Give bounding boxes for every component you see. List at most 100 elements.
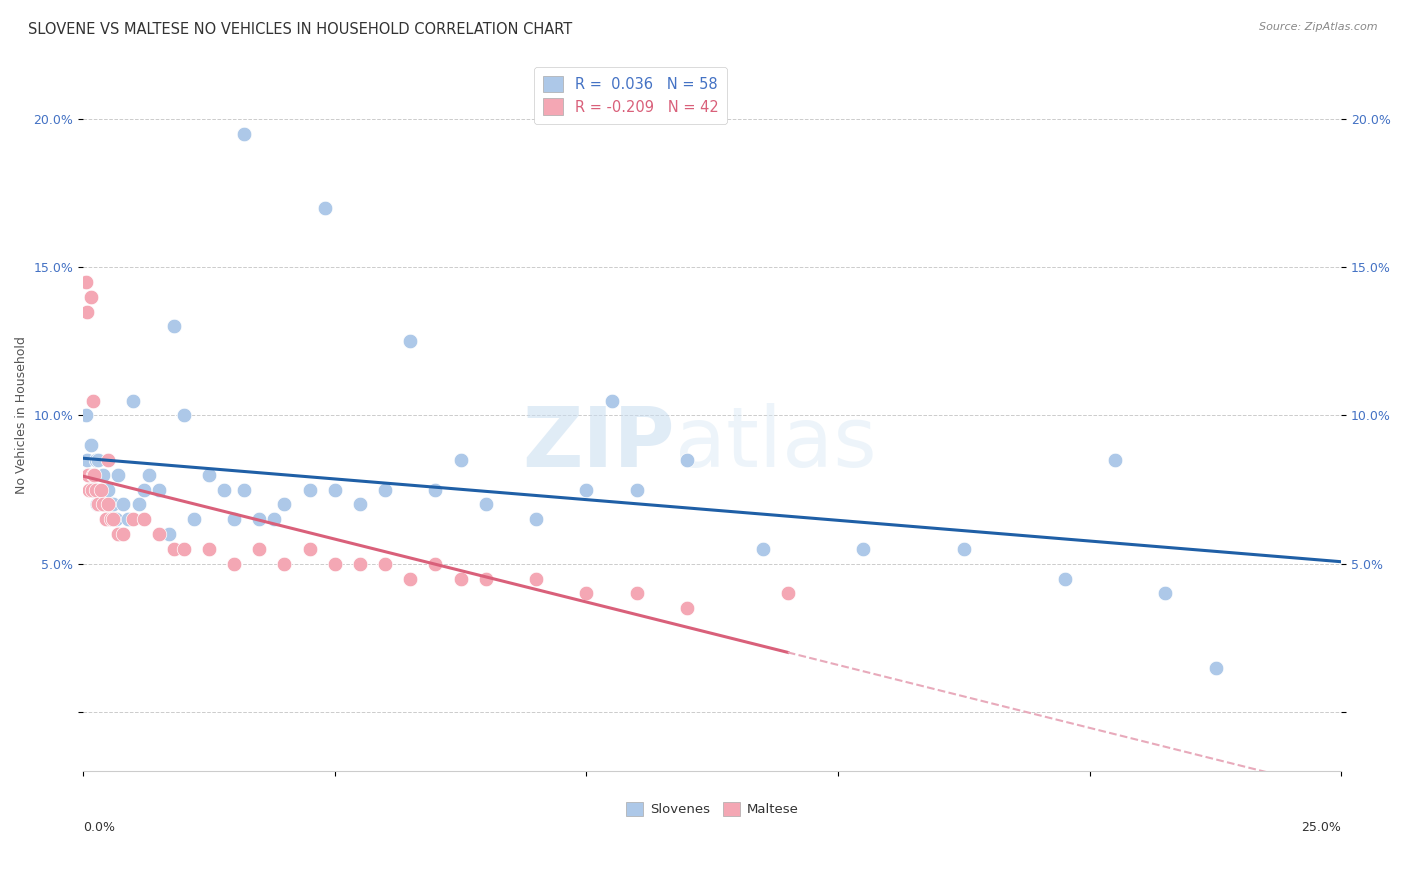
- Point: [450, 453, 472, 467]
- Point: [212, 483, 235, 497]
- Point: [575, 586, 598, 600]
- Point: [1205, 660, 1227, 674]
- Point: [122, 512, 145, 526]
- Point: [224, 512, 246, 526]
- Point: [82, 483, 104, 497]
- Point: [112, 497, 135, 511]
- Point: [273, 497, 295, 511]
- Point: [323, 483, 346, 497]
- Point: [75, 275, 97, 289]
- Text: ZIP: ZIP: [522, 403, 675, 484]
- Point: [524, 512, 547, 526]
- Point: [83, 467, 105, 482]
- Text: SLOVENE VS MALTESE NO VEHICLES IN HOUSEHOLD CORRELATION CHART: SLOVENE VS MALTESE NO VEHICLES IN HOUSEH…: [28, 22, 572, 37]
- Point: [103, 497, 125, 511]
- Point: [173, 409, 195, 423]
- Point: [77, 467, 100, 482]
- Point: [77, 483, 100, 497]
- Point: [425, 483, 447, 497]
- Point: [97, 497, 120, 511]
- Point: [97, 483, 120, 497]
- Point: [233, 483, 256, 497]
- Point: [1154, 586, 1177, 600]
- Point: [82, 467, 104, 482]
- Point: [374, 557, 396, 571]
- Point: [75, 409, 97, 423]
- Point: [247, 512, 270, 526]
- Y-axis label: No Vehicles in Household: No Vehicles in Household: [15, 336, 28, 494]
- Point: [97, 453, 120, 467]
- Point: [163, 319, 186, 334]
- Point: [77, 467, 100, 482]
- Point: [82, 467, 104, 482]
- Point: [82, 393, 104, 408]
- Point: [273, 557, 295, 571]
- Point: [450, 572, 472, 586]
- Point: [82, 483, 104, 497]
- Point: [600, 393, 623, 408]
- Point: [183, 512, 205, 526]
- Point: [90, 497, 112, 511]
- Point: [94, 512, 117, 526]
- Text: 0.0%: 0.0%: [83, 822, 115, 834]
- Point: [117, 512, 139, 526]
- Point: [112, 527, 135, 541]
- Point: [198, 541, 221, 556]
- Point: [626, 586, 648, 600]
- Point: [107, 527, 129, 541]
- Point: [323, 557, 346, 571]
- Point: [475, 497, 498, 511]
- Point: [399, 334, 422, 349]
- Point: [138, 467, 160, 482]
- Point: [751, 541, 773, 556]
- Point: [100, 512, 122, 526]
- Point: [676, 601, 699, 615]
- Point: [87, 453, 110, 467]
- Point: [173, 541, 195, 556]
- Point: [90, 483, 112, 497]
- Point: [399, 572, 422, 586]
- Point: [128, 497, 150, 511]
- Point: [94, 483, 117, 497]
- Point: [80, 290, 103, 304]
- Point: [83, 483, 105, 497]
- Point: [91, 467, 114, 482]
- Point: [676, 453, 699, 467]
- Point: [524, 572, 547, 586]
- Point: [84, 453, 107, 467]
- Point: [157, 527, 180, 541]
- Text: atlas: atlas: [675, 403, 876, 484]
- Point: [76, 453, 98, 467]
- Point: [122, 393, 145, 408]
- Point: [626, 483, 648, 497]
- Text: 25.0%: 25.0%: [1302, 822, 1341, 834]
- Point: [132, 512, 155, 526]
- Point: [148, 527, 170, 541]
- Point: [298, 541, 321, 556]
- Point: [1104, 453, 1126, 467]
- Point: [198, 467, 221, 482]
- Point: [76, 304, 98, 318]
- Point: [314, 201, 336, 215]
- Legend: Slovenes, Maltese: Slovenes, Maltese: [620, 797, 804, 822]
- Point: [263, 512, 285, 526]
- Point: [953, 541, 976, 556]
- Point: [84, 483, 107, 497]
- Point: [349, 557, 371, 571]
- Point: [80, 438, 103, 452]
- Point: [425, 557, 447, 571]
- Point: [349, 497, 371, 511]
- Point: [475, 572, 498, 586]
- Point: [87, 497, 110, 511]
- Point: [91, 497, 114, 511]
- Point: [100, 512, 122, 526]
- Point: [575, 483, 598, 497]
- Point: [374, 483, 396, 497]
- Point: [107, 467, 129, 482]
- Text: Source: ZipAtlas.com: Source: ZipAtlas.com: [1260, 22, 1378, 32]
- Point: [247, 541, 270, 556]
- Point: [776, 586, 799, 600]
- Point: [298, 483, 321, 497]
- Point: [163, 541, 186, 556]
- Point: [86, 497, 108, 511]
